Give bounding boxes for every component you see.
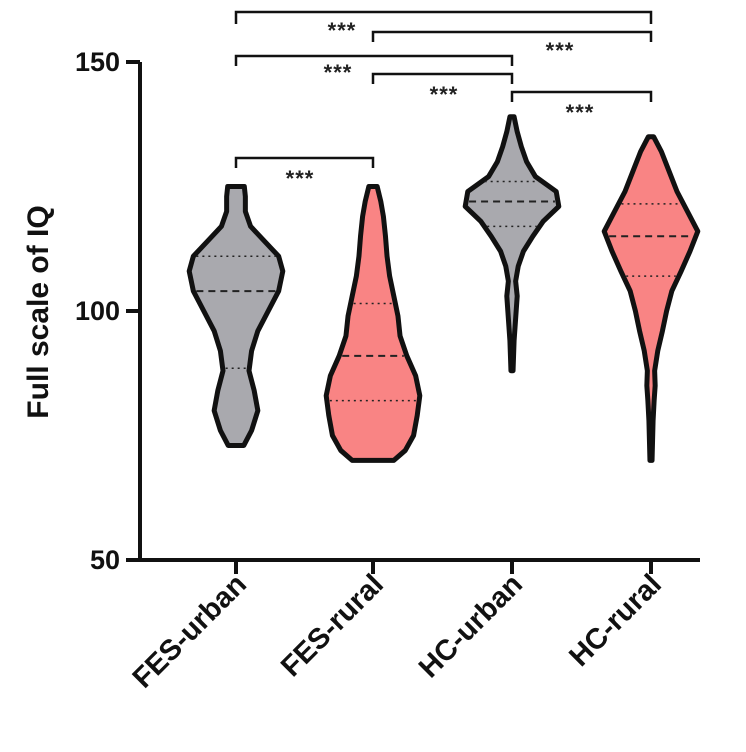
significance-label: *** — [286, 166, 315, 191]
y-tick-label: 50 — [90, 545, 120, 575]
x-tick-label: FES-rural — [275, 568, 390, 683]
x-tick-label: FES-urban — [127, 568, 253, 694]
significance-label: *** — [324, 60, 353, 85]
significance-bracket — [371, 30, 653, 42]
x-axis: FES-urban FES-rural HC-urban HC-rural — [127, 558, 700, 695]
significance-label: *** — [328, 18, 357, 43]
significance-brackets: *** *** *** *** *** *** — [234, 10, 653, 191]
y-axis-title: Full scale of IQ — [22, 205, 55, 418]
significance-label: *** — [566, 100, 595, 125]
y-tick-label: 100 — [75, 296, 120, 326]
violin-fes-urban — [186, 184, 286, 448]
significance-bracket — [234, 54, 514, 66]
significance-bracket — [371, 72, 514, 84]
significance-label: *** — [430, 82, 459, 107]
y-axis: 50 100 150 — [75, 47, 142, 575]
violin-hc-urban — [462, 114, 562, 374]
x-tick-label: HC-urban — [413, 568, 529, 684]
violins — [186, 114, 701, 463]
significance-bracket — [234, 10, 653, 24]
significance-bracket — [234, 156, 375, 168]
significance-label: *** — [546, 38, 575, 63]
violin-fes-rural — [323, 184, 423, 463]
violin-hc-rural — [601, 134, 701, 463]
y-tick-label: 150 — [75, 47, 120, 77]
x-tick-label: HC-rural — [563, 568, 668, 673]
significance-bracket — [510, 90, 653, 102]
